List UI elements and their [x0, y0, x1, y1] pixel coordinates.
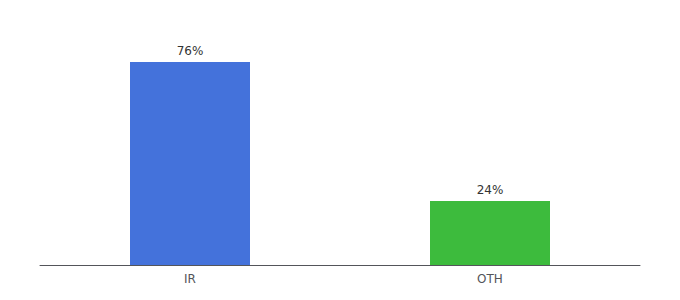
svg-text:OTH: OTH	[477, 272, 503, 286]
svg-text:24%: 24%	[477, 183, 504, 197]
svg-text:76%: 76%	[177, 44, 204, 58]
svg-text:IR: IR	[184, 272, 196, 286]
